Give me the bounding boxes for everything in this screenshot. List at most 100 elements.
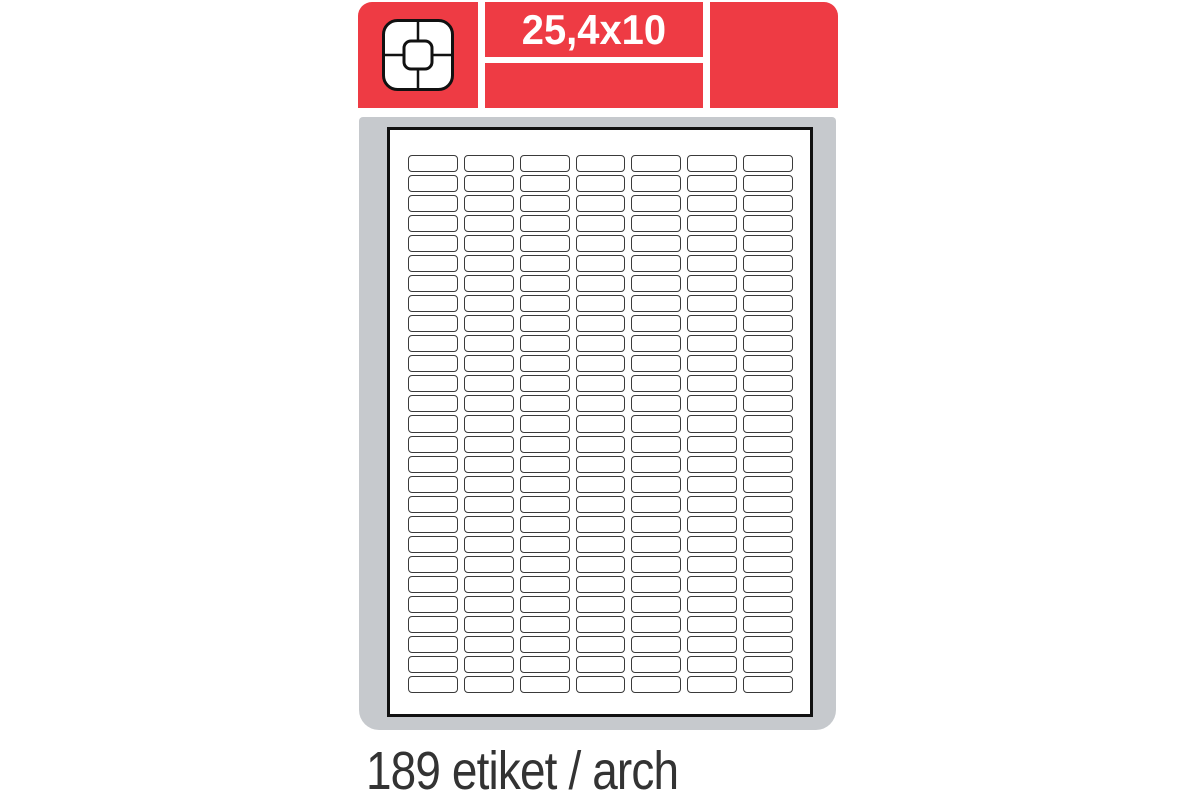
header-strip: [485, 63, 703, 108]
label-cell: [575, 215, 626, 233]
label-cell: [687, 275, 738, 293]
label-cell: [743, 475, 793, 493]
label-cell: [519, 495, 570, 513]
label-cell: [631, 575, 682, 593]
label-cell: [687, 315, 738, 333]
label-cell: [743, 175, 793, 193]
label-cell: [575, 395, 626, 413]
label-cell: [631, 155, 682, 173]
label-format-icon: [382, 19, 454, 91]
label-cell: [575, 415, 626, 433]
label-cell: [408, 515, 458, 533]
label-cell: [408, 315, 458, 333]
label-cell: [687, 235, 738, 253]
label-cell: [408, 415, 458, 433]
label-cell: [631, 655, 682, 673]
label-cell: [631, 475, 682, 493]
label-cell: [687, 215, 738, 233]
label-cell: [687, 435, 738, 453]
label-cell: [631, 315, 682, 333]
label-cell: [408, 575, 458, 593]
label-cell: [575, 295, 626, 313]
dimension-box: 25,4x10: [485, 2, 703, 57]
label-cell: [519, 275, 570, 293]
label-cell: [519, 455, 570, 473]
label-cell: [463, 495, 514, 513]
label-cell: [408, 675, 458, 693]
label-cell: [687, 255, 738, 273]
label-cell: [687, 635, 738, 653]
label-cell: [687, 575, 738, 593]
label-cell: [631, 335, 682, 353]
label-cell: [687, 195, 738, 213]
label-cell: [575, 195, 626, 213]
label-cell: [743, 455, 793, 473]
label-cell: [408, 455, 458, 473]
label-cell: [463, 415, 514, 433]
label-cell: [687, 395, 738, 413]
label-cell: [463, 515, 514, 533]
label-cell: [631, 415, 682, 433]
label-cell: [575, 575, 626, 593]
label-cell: [519, 595, 570, 613]
header-icon-block: [358, 2, 478, 108]
label-cell: [631, 555, 682, 573]
label-cell: [519, 295, 570, 313]
label-cell: [575, 155, 626, 173]
label-cell: [463, 455, 514, 473]
label-cell: [408, 295, 458, 313]
label-cell: [408, 335, 458, 353]
label-cell: [687, 375, 738, 393]
label-cell: [463, 395, 514, 413]
label-grid: [408, 155, 793, 693]
label-cell: [408, 535, 458, 553]
label-cell: [408, 155, 458, 173]
label-cell: [631, 375, 682, 393]
label-cell: [631, 615, 682, 633]
label-cell: [575, 635, 626, 653]
label-cell: [687, 455, 738, 473]
label-cell: [743, 675, 793, 693]
label-cell: [575, 615, 626, 633]
label-cell: [575, 475, 626, 493]
label-cell: [408, 395, 458, 413]
label-cell: [408, 615, 458, 633]
label-cell: [519, 475, 570, 493]
label-cell: [743, 615, 793, 633]
label-cell: [743, 395, 793, 413]
label-cell: [687, 355, 738, 373]
label-cell: [463, 475, 514, 493]
label-cell: [408, 215, 458, 233]
label-cell: [519, 215, 570, 233]
label-cell: [519, 155, 570, 173]
label-cell: [743, 575, 793, 593]
label-cell: [631, 195, 682, 213]
label-cell: [575, 255, 626, 273]
header-dimension-block: 25,4x10: [485, 2, 703, 108]
label-cell: [743, 515, 793, 533]
label-cell: [519, 655, 570, 673]
label-cell: [631, 455, 682, 473]
label-cell: [743, 235, 793, 253]
label-cell: [463, 375, 514, 393]
label-cell: [743, 155, 793, 173]
label-cell: [408, 555, 458, 573]
label-cell: [575, 535, 626, 553]
label-cell: [743, 335, 793, 353]
label-cell: [631, 495, 682, 513]
label-cell: [463, 675, 514, 693]
label-cell: [408, 235, 458, 253]
label-cell: [687, 495, 738, 513]
label-cell: [463, 195, 514, 213]
label-cell: [743, 295, 793, 313]
label-cell: [687, 415, 738, 433]
header-right-block: [710, 2, 838, 108]
label-sheet-page: [387, 127, 813, 717]
label-cell: [463, 355, 514, 373]
label-cell: [631, 535, 682, 553]
label-cell: [631, 215, 682, 233]
label-cell: [687, 295, 738, 313]
label-cell: [575, 555, 626, 573]
label-cell: [631, 295, 682, 313]
label-cell: [408, 275, 458, 293]
